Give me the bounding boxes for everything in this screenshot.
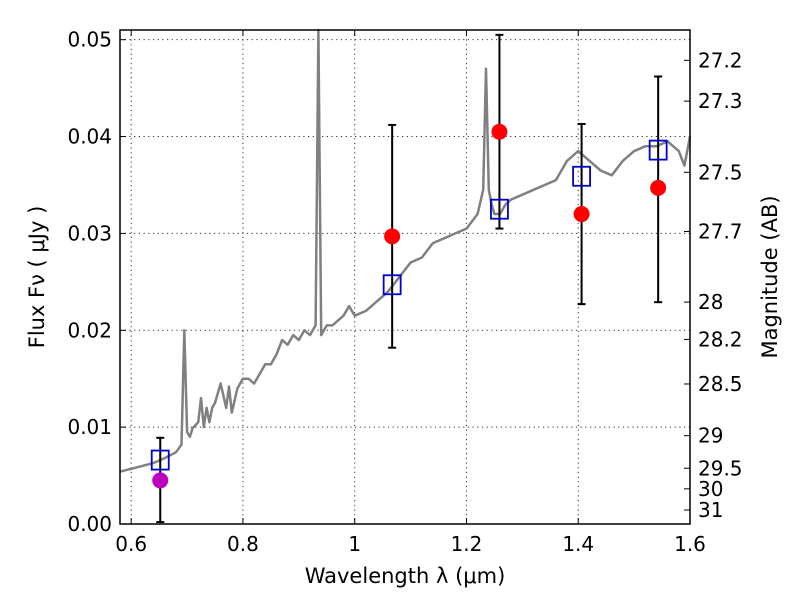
observed-flux-marker — [573, 206, 590, 223]
y2-tick-label: 30 — [698, 477, 723, 501]
observed-flux-marker — [491, 123, 508, 140]
y-tick-label: 0.00 — [67, 512, 112, 536]
x-tick-label: 1 — [348, 532, 361, 556]
y2-tick-label: 27.2 — [698, 48, 743, 72]
y2-tick-label: 31 — [698, 498, 723, 522]
x-tick-label: 1.4 — [562, 532, 594, 556]
observed-flux-marker — [384, 228, 401, 245]
y2-tick-label: 27.3 — [698, 89, 743, 113]
model-spectrum-line — [119, 28, 692, 473]
y-tick-label: 0.05 — [67, 28, 112, 52]
y-tick-label: 0.02 — [67, 318, 112, 342]
model-photometry-marker — [150, 449, 170, 471]
x-tick-label: 0.8 — [227, 532, 259, 556]
observed-flux-marker — [650, 179, 667, 196]
x-tick-label: 0.6 — [115, 532, 147, 556]
plot-frame — [119, 29, 691, 525]
x-tick-label: 1.2 — [451, 532, 483, 556]
model-photometry-marker — [490, 198, 509, 220]
y-axis-label: Flux Fν ( μJy ) — [25, 206, 49, 349]
y-tick-label: 0.01 — [67, 415, 112, 439]
y2-tick-label: 27.7 — [698, 219, 743, 243]
x-axis-label: Wavelength λ (μm) — [305, 564, 506, 588]
tick-layer: 0.6 0.8 1 1.2 1.4 1.6 0.00 0.01 0.02 0.03 0.04 0.05… — [67, 28, 742, 556]
y-tick-label: 0.03 — [67, 221, 112, 245]
y-tick-label: 0.04 — [67, 125, 112, 149]
observed-flux-marker — [152, 472, 169, 489]
y2-tick-label: 28.2 — [698, 327, 743, 351]
y2-tick-label: 29.5 — [698, 456, 743, 480]
spectrum-layer — [119, 28, 692, 473]
marker-layer — [150, 123, 668, 489]
errorbar-layer — [156, 33, 663, 524]
model-photometry-marker — [572, 165, 591, 187]
y2-tick-label: 28 — [698, 290, 723, 314]
grid-layer — [120, 30, 691, 525]
y2-tick-label: 29 — [698, 424, 723, 448]
y2-axis-label: Magnitude (AB) — [758, 195, 782, 358]
x-tick-label: 1.6 — [674, 532, 706, 556]
y2-tick-label: 27.5 — [698, 160, 743, 184]
model-photometry-marker — [648, 139, 668, 161]
y2-tick-label: 28.5 — [698, 372, 743, 396]
model-photometry-marker — [382, 274, 402, 296]
